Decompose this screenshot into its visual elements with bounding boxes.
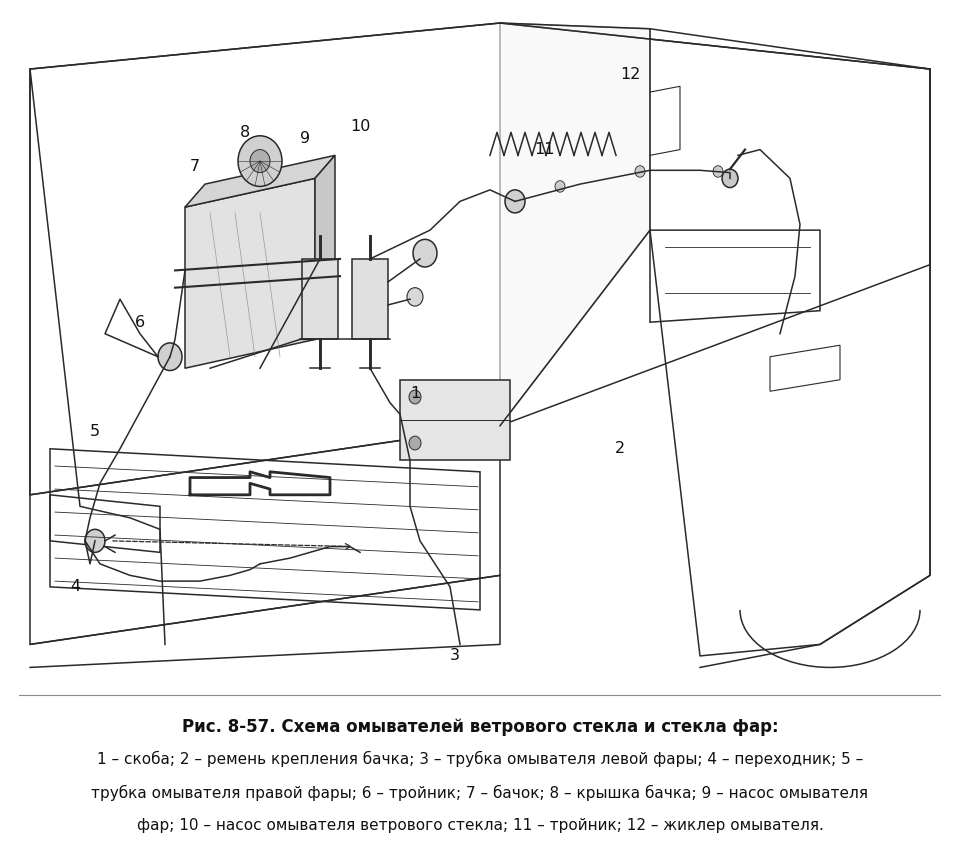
FancyBboxPatch shape <box>400 380 510 461</box>
Polygon shape <box>500 23 650 426</box>
Circle shape <box>413 239 437 267</box>
Text: 5: 5 <box>90 424 100 439</box>
Circle shape <box>555 181 565 192</box>
Text: 11: 11 <box>535 142 555 157</box>
Text: 3: 3 <box>450 648 460 663</box>
Circle shape <box>635 166 645 177</box>
Text: 6: 6 <box>135 315 145 330</box>
Text: 7: 7 <box>190 159 200 174</box>
Polygon shape <box>352 259 388 339</box>
Text: 8: 8 <box>240 125 251 140</box>
Text: 10: 10 <box>349 119 371 134</box>
Circle shape <box>409 390 421 404</box>
Text: 12: 12 <box>620 67 640 83</box>
Text: 1: 1 <box>410 386 420 401</box>
Text: Рис. 8-57. Схема омывателей ветрового стекла и стекла фар:: Рис. 8-57. Схема омывателей ветрового ст… <box>181 717 779 736</box>
Circle shape <box>158 343 182 370</box>
Circle shape <box>409 436 421 450</box>
Polygon shape <box>302 259 338 339</box>
Circle shape <box>85 530 105 552</box>
Text: 9: 9 <box>300 131 310 146</box>
Text: 4: 4 <box>70 579 80 594</box>
Circle shape <box>407 288 423 306</box>
Text: трубка омывателя правой фары; 6 – тройник; 7 – бачок; 8 – крышка бачка; 9 – насо: трубка омывателя правой фары; 6 – тройни… <box>91 785 869 801</box>
Text: 1 – скоба; 2 – ремень крепления бачка; 3 – трубка омывателя левой фары; 4 – пере: 1 – скоба; 2 – ремень крепления бачка; 3… <box>97 751 863 767</box>
Circle shape <box>250 150 270 173</box>
Circle shape <box>713 166 723 177</box>
Circle shape <box>505 189 525 213</box>
Circle shape <box>722 169 738 188</box>
Text: фар; 10 – насос омывателя ветрового стекла; 11 – тройник; 12 – жиклер омывателя.: фар; 10 – насос омывателя ветрового стек… <box>136 818 824 833</box>
Polygon shape <box>185 155 335 207</box>
Text: 2: 2 <box>615 441 625 456</box>
Polygon shape <box>315 155 335 339</box>
Circle shape <box>238 136 282 186</box>
Polygon shape <box>185 179 315 368</box>
